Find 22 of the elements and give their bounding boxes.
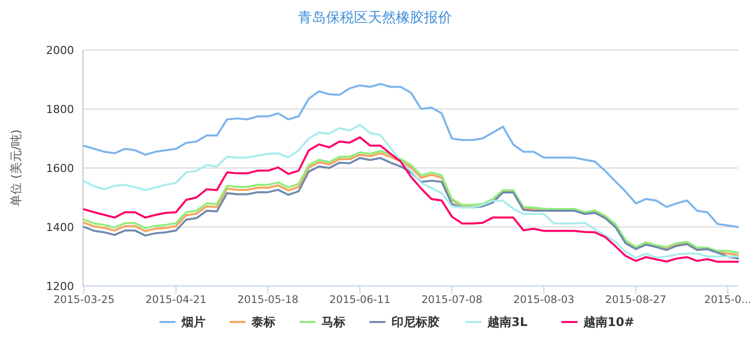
x-tick-label: 2015-0... xyxy=(704,294,750,306)
y-axis-title: 单位 (美元/吨) xyxy=(9,129,23,207)
legend-label: 越南10# xyxy=(582,315,634,330)
legend-label: 越南3L xyxy=(486,315,528,330)
chart-title: 青岛保税区天然橡胶报价 xyxy=(298,10,452,26)
line-series xyxy=(83,82,739,228)
legend-label: 马标 xyxy=(322,315,346,330)
y-tick-label: 1800 xyxy=(46,102,74,116)
x-tick-label: 2015-07-08 xyxy=(421,294,482,306)
legend-label: 泰标 xyxy=(250,315,276,330)
x-tick-label: 2015-05-18 xyxy=(237,294,298,306)
y-tick-label: 2000 xyxy=(46,44,74,57)
x-tick-label: 2015-06-11 xyxy=(329,294,390,306)
y-tick-label: 1600 xyxy=(46,162,74,175)
x-tick-label: 2015-08-27 xyxy=(605,294,666,306)
x-tick-label: 2015-08-03 xyxy=(513,294,574,306)
x-tick-label: 2015-03-25 xyxy=(53,294,115,306)
y-tick-label: 1200 xyxy=(46,280,74,293)
legend-label: 印尼标胶 xyxy=(392,315,440,330)
y-tick-label: 1400 xyxy=(46,220,74,234)
x-tick-label: 2015-04-21 xyxy=(145,294,206,306)
legend-label: 烟片 xyxy=(180,315,206,330)
